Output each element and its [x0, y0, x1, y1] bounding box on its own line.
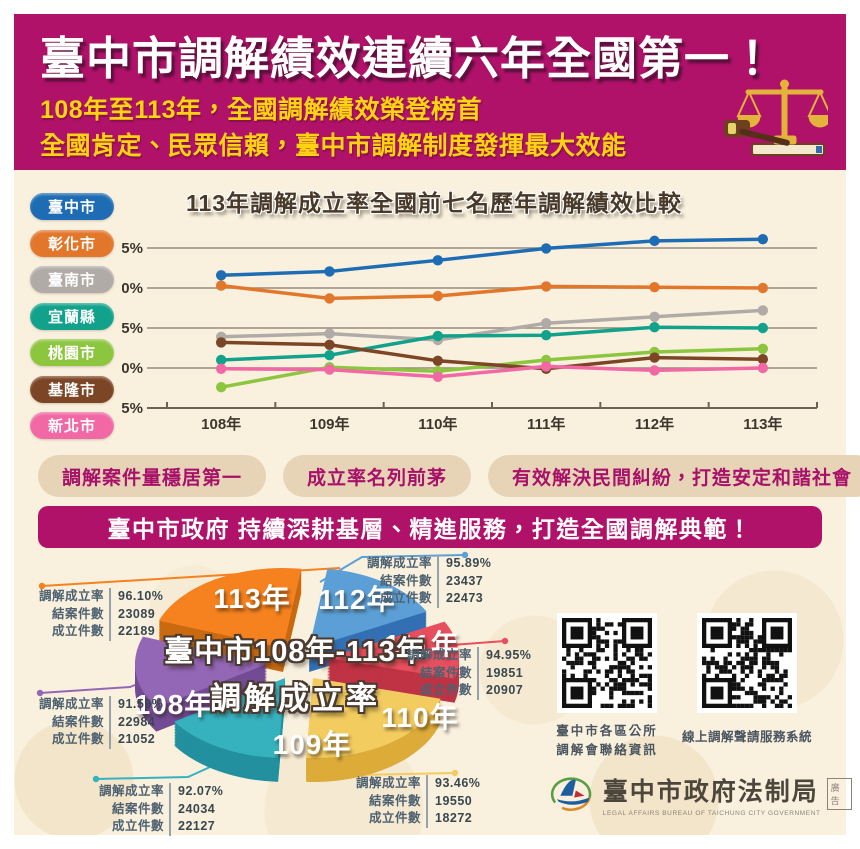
pie-callout-109: 調解成立率 92.07% 結案件數 24034 成立件數 22127 — [98, 783, 223, 836]
pie-callout-113: 調解成立率 96.10% 結案件數 23089 成立件數 22189 — [38, 588, 163, 641]
svg-text:109年: 109年 — [309, 415, 349, 432]
badge-row: 調解案件量穩居第一 成立率名列前茅 有效解決民間糾紛，打造安定和諧社會 — [38, 455, 860, 497]
legend-item-taichung: 臺中市 — [30, 193, 114, 220]
pie-slice-108年 — [135, 636, 267, 732]
pie-slice-label-110年: 110年 — [381, 701, 458, 733]
subtitle-line-2: 全國肯定、民眾信賴，臺中市調解制度發揮最大效能 — [40, 132, 627, 160]
line-chart: 95% 90% 85% 80% 75% 108年 109年 110年 111年 112年 113年 — [122, 234, 818, 432]
pie-section: 113年 112年 111年 110年 109年 108年 臺中市108年-113年 調解… — [14, 550, 852, 836]
subtitle-line-1: 108年至113年，全國調解績效榮登榜首 — [40, 96, 483, 124]
legend-item-keelung: 基隆市 — [30, 375, 114, 403]
pie-slice-109年 — [174, 678, 285, 782]
pie-callout-110: 調解成立率 93.46% 結案件數 19550 成立件數 18272 — [355, 775, 480, 828]
svg-text:108年: 108年 — [201, 415, 241, 432]
svg-text:90%: 90% — [122, 280, 143, 297]
svg-text:80%: 80% — [122, 360, 143, 377]
svg-text:111年: 111年 — [527, 415, 565, 432]
qr-pattern — [557, 613, 657, 713]
badge-dispute-resolution: 有效解決民間糾紛，打造安定和諧社會 — [488, 455, 860, 497]
qr-caption-district-offices: 臺中市各區公所 調解會聯絡資訊 — [556, 724, 658, 757]
pie-slice-label-108年: 108年 — [135, 688, 214, 720]
pie-slice-label-112年: 112年 — [318, 583, 395, 615]
svg-text:113年: 113年 — [743, 415, 782, 432]
pie-callout-112: 調解成立率 95.89% 結案件數 23437 成立件數 22473 — [366, 555, 491, 608]
badge-success-rate: 成立率名列前茅 — [283, 455, 472, 497]
main-title: 臺中市調解績效連續六年全國第一！ — [40, 33, 777, 84]
legend-item-changhua: 彰化市 — [30, 229, 114, 257]
content-area: 113年調解成立率全國前七名歷年調解績效比較 臺中市 彰化市 臺南市 宜蘭縣 桃… — [14, 170, 860, 836]
bureau-logo-icon — [550, 777, 592, 811]
qr-code-online-mediation — [697, 613, 797, 713]
legend-item-yilan: 宜蘭縣 — [30, 302, 114, 330]
scales-gavel-icon — [724, 79, 828, 156]
header-banner: 臺中市調解績效連續六年全國第一！ 108年至113年，全國調解績效榮登榜首 全國… — [14, 14, 846, 170]
svg-text:85%: 85% — [122, 320, 143, 337]
pie-callout-108: 調解成立率 91.59% 結案件數 22984 成立件數 21052 — [38, 696, 163, 749]
svg-text:75%: 75% — [122, 400, 143, 417]
pie-callout-111: 調解成立率 94.95% 結案件數 19851 成立件數 20907 — [406, 647, 531, 700]
line-chart-title: 113年調解成立率全國前七名歷年調解績效比較 — [185, 190, 683, 216]
chart-legend: 臺中市 彰化市 臺南市 宜蘭縣 桃園市 基隆市 新北市 — [30, 193, 122, 449]
legend-item-newtaipei: 新北市 — [30, 412, 114, 439]
pie-slice-label-111年: 111年 — [384, 628, 460, 660]
svg-text:112年: 112年 — [635, 415, 674, 432]
qr-caption-online-mediation: 線上調解聲請服務系統 — [681, 730, 812, 744]
pie-slice-label-109年: 109年 — [273, 728, 352, 760]
pie-slice-112年 — [309, 568, 427, 672]
bureau-name-english: LEGAL AFFAIRS BUREAU OF TAICHUNG CITY GO… — [602, 809, 821, 817]
footer-logo: 臺中市政府法制局 LEGAL AFFAIRS BUREAU OF TAICHUN… — [550, 770, 852, 818]
pie-slice-111年 — [327, 621, 460, 703]
legend-item-tainan: 臺南市 — [30, 266, 114, 293]
badge-case-volume: 調解案件量穩居第一 — [38, 455, 267, 497]
legend-item-taoyuan: 桃園市 — [30, 339, 114, 366]
qr-pattern — [697, 613, 797, 713]
pie-slice-label-113年: 113年 — [213, 582, 290, 614]
slogan-banner: 臺中市政府 持續深耕基層、精進服務，打造全國調解典範！ — [38, 506, 822, 548]
svg-text:110年: 110年 — [418, 415, 457, 432]
ad-label: 廣告 — [826, 778, 852, 810]
pie-slice-113年 — [158, 568, 302, 672]
qr-code-district-offices — [557, 613, 657, 713]
svg-text:95%: 95% — [122, 240, 143, 257]
bureau-name: 臺中市政府法制局 — [602, 778, 819, 806]
pie-slice-110年 — [306, 678, 441, 782]
exploded-pie-chart: 113年 112年 111年 110年 109年 108年 — [36, 551, 509, 783]
